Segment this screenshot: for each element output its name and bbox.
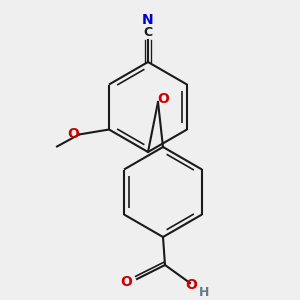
Text: O: O xyxy=(157,92,169,106)
Text: O: O xyxy=(185,278,197,292)
Text: H: H xyxy=(199,286,209,299)
Text: O: O xyxy=(120,275,132,289)
Text: O: O xyxy=(67,128,79,142)
Text: C: C xyxy=(143,26,153,40)
Text: N: N xyxy=(142,13,154,27)
